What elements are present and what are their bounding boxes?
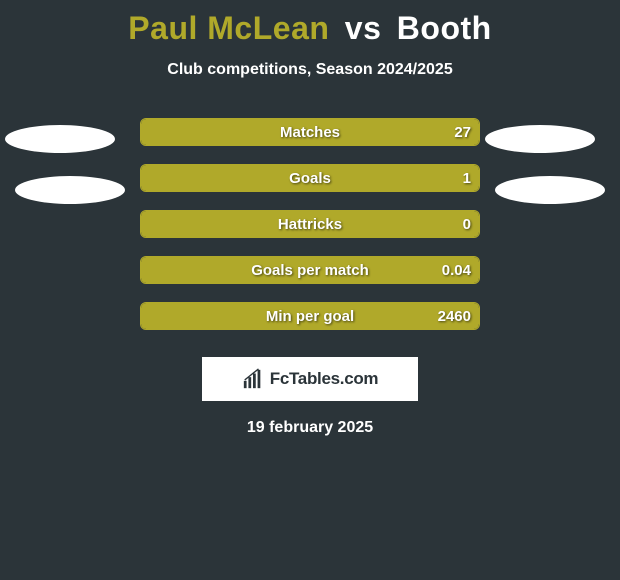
bar-left-fill: [141, 303, 479, 329]
vs-text: vs: [345, 10, 382, 46]
bar-value-right: 0.04: [434, 257, 479, 283]
player1-name: Paul McLean: [128, 10, 329, 46]
bar-track: Matches27: [140, 118, 480, 146]
bar-value-left: [141, 165, 181, 191]
bar-value-right: 2460: [430, 303, 479, 329]
bar-track: Goals per match0.04: [140, 256, 480, 284]
fctables-logo-icon: [242, 368, 264, 390]
player-badge-ellipse: [15, 176, 125, 204]
bar-left-fill: [141, 257, 479, 283]
player-badge-ellipse: [5, 125, 115, 153]
stat-row: Goals per match0.04: [0, 247, 620, 293]
bar-track: Goals1: [140, 164, 480, 192]
bar-left-fill: [141, 165, 479, 191]
fctables-badge[interactable]: FcTables.com: [202, 357, 418, 401]
subtitle: Club competitions, Season 2024/2025: [0, 61, 620, 79]
bar-value-left: [141, 119, 181, 145]
player-badge-ellipse: [495, 176, 605, 204]
bar-value-left: [141, 211, 181, 237]
bar-value-left: [141, 303, 181, 329]
stat-row: Min per goal2460: [0, 293, 620, 339]
bar-value-right: 27: [439, 119, 479, 145]
bar-value-right: 1: [439, 165, 479, 191]
date-text: 19 february 2025: [0, 419, 620, 437]
bar-track: Min per goal2460: [140, 302, 480, 330]
stat-row: Hattricks0: [0, 201, 620, 247]
bar-track: Hattricks0: [140, 210, 480, 238]
fctables-badge-text: FcTables.com: [270, 369, 379, 389]
bar-value-left: [141, 257, 181, 283]
bar-left-fill: [141, 119, 479, 145]
bar-value-right: 0: [439, 211, 479, 237]
page-title: Paul McLean vs Booth: [0, 0, 620, 47]
player-badge-ellipse: [485, 125, 595, 153]
player2-name: Booth: [397, 10, 492, 46]
bar-left-fill: [141, 211, 479, 237]
